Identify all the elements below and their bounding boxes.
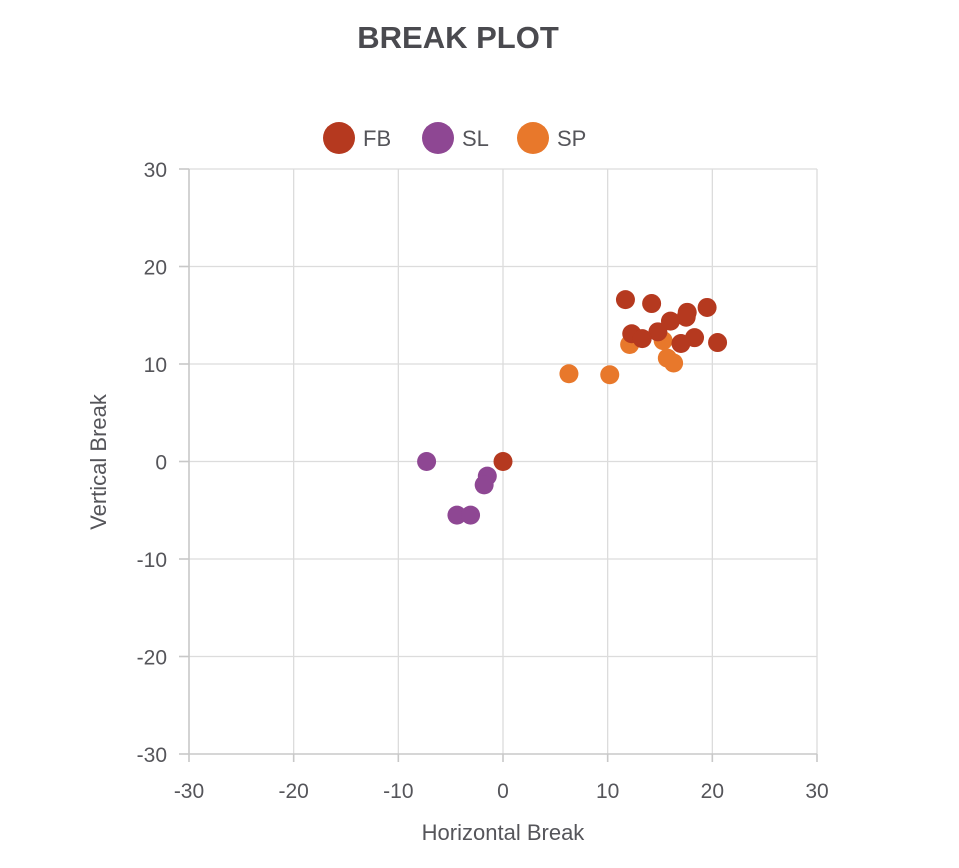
legend-item-sl[interactable]: SL <box>422 122 489 154</box>
x-tick-label: 20 <box>701 780 724 803</box>
x-tick-label: -20 <box>278 780 308 803</box>
x-tick-label: -30 <box>174 780 204 803</box>
data-point-sl[interactable] <box>474 475 494 495</box>
data-point-fb[interactable] <box>493 452 513 471</box>
x-tick-label: 0 <box>497 780 509 803</box>
data-point-fb[interactable] <box>697 297 717 317</box>
data-point-sp[interactable] <box>559 364 579 384</box>
data-points <box>417 290 728 525</box>
y-tick-label: -20 <box>137 647 167 670</box>
data-point-fb[interactable] <box>642 294 662 314</box>
legend: FB SL SP <box>323 122 586 154</box>
x-axis-label: Horizontal Break <box>422 820 586 845</box>
legend-item-sp[interactable]: SP <box>517 122 586 154</box>
y-tick-label: 20 <box>144 257 167 280</box>
y-tick-label: 0 <box>155 452 167 475</box>
legend-item-fb[interactable]: FB <box>323 122 391 154</box>
data-point-sl[interactable] <box>461 505 481 525</box>
chart-title: BREAK PLOT <box>357 20 559 55</box>
data-point-fb[interactable] <box>676 307 696 327</box>
x-tick-label: -10 <box>383 780 413 803</box>
x-axis-ticks: -30 -20 -10 0 10 20 30 <box>174 754 829 803</box>
data-point-sp[interactable] <box>600 365 620 385</box>
legend-label-sl: SL <box>462 126 489 151</box>
y-tick-label: 10 <box>144 354 167 377</box>
legend-marker-sl <box>422 122 454 154</box>
y-tick-label: -30 <box>137 744 167 767</box>
data-point-sl[interactable] <box>417 452 437 471</box>
y-axis-ticks: -30 -20 -10 0 10 20 30 <box>137 159 189 767</box>
legend-marker-sp <box>517 122 549 154</box>
data-point-fb[interactable] <box>648 322 668 342</box>
data-point-fb[interactable] <box>660 311 680 331</box>
x-tick-label: 10 <box>596 780 619 803</box>
data-point-fb[interactable] <box>632 329 652 349</box>
data-point-fb[interactable] <box>708 333 728 353</box>
series-sp <box>559 331 684 385</box>
legend-label-sp: SP <box>557 126 586 151</box>
x-tick-label: 30 <box>805 780 828 803</box>
data-point-sp[interactable] <box>664 353 684 373</box>
y-tick-label: -10 <box>137 549 167 572</box>
y-axis-label: Vertical Break <box>86 393 111 530</box>
series-fb <box>493 290 728 471</box>
data-point-sl[interactable] <box>447 505 467 525</box>
series-sl <box>417 452 497 525</box>
data-point-fb[interactable] <box>615 290 635 310</box>
legend-label-fb: FB <box>363 126 391 151</box>
data-point-fb[interactable] <box>671 334 691 354</box>
legend-marker-fb <box>323 122 355 154</box>
y-tick-label: 30 <box>144 159 167 182</box>
